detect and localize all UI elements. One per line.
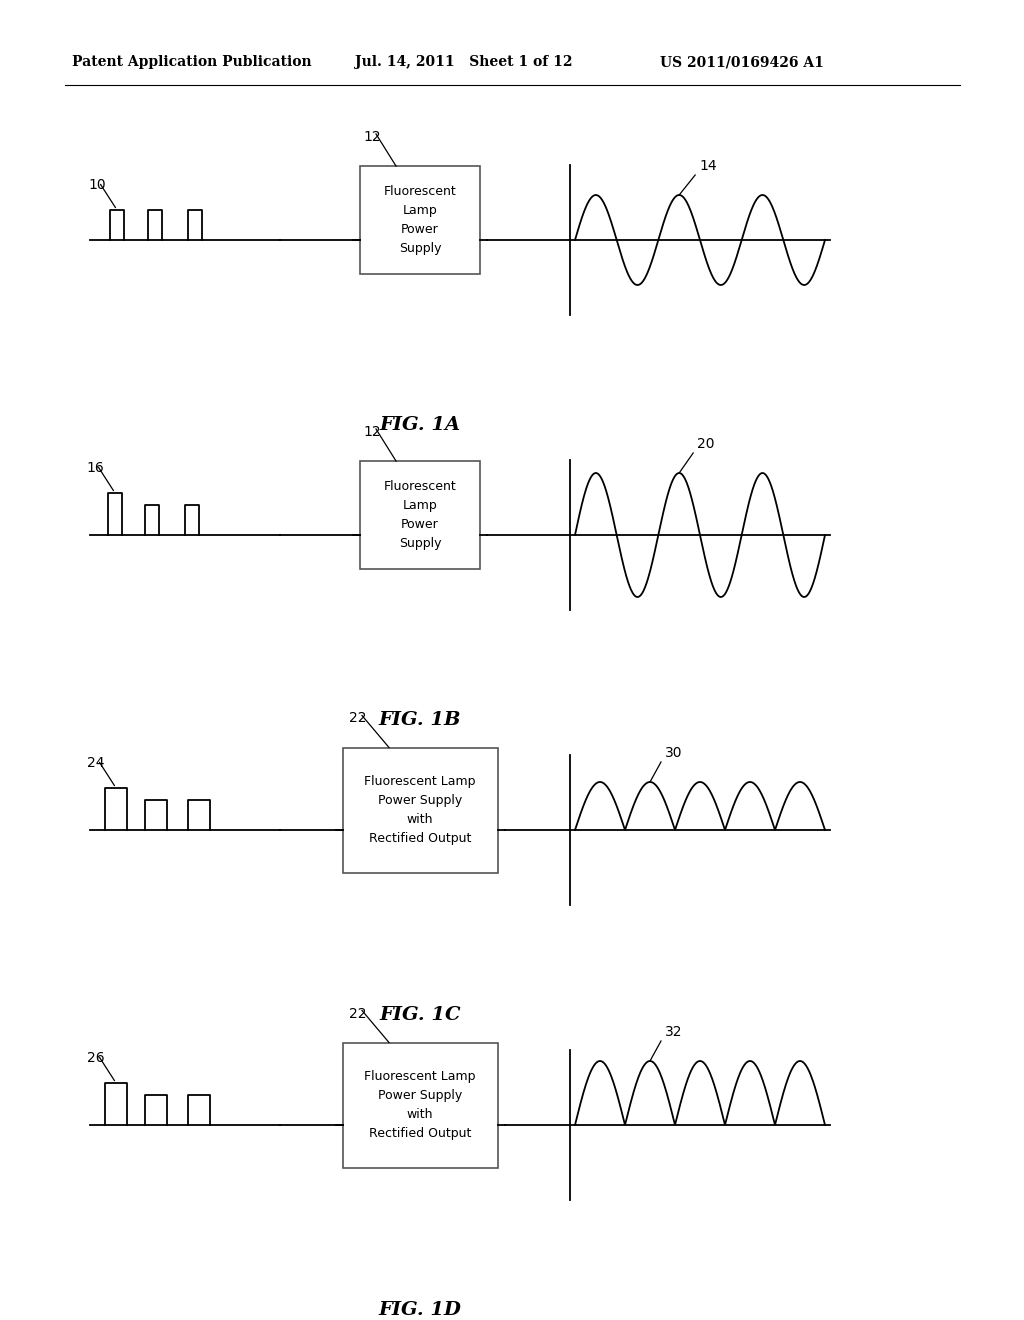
Text: 20: 20 (697, 437, 715, 451)
Text: 22: 22 (349, 711, 367, 726)
Text: US 2011/0169426 A1: US 2011/0169426 A1 (660, 55, 824, 69)
Text: Fluorescent
Lamp
Power
Supply: Fluorescent Lamp Power Supply (384, 480, 457, 550)
Text: 12: 12 (364, 425, 381, 440)
Text: FIG. 1A: FIG. 1A (380, 416, 461, 434)
Bar (360, 461, 480, 569)
Text: Jul. 14, 2011   Sheet 1 of 12: Jul. 14, 2011 Sheet 1 of 12 (355, 55, 572, 69)
Text: Fluorescent Lamp
Power Supply
with
Rectified Output: Fluorescent Lamp Power Supply with Recti… (365, 775, 476, 845)
Text: 30: 30 (665, 746, 683, 760)
Bar (360, 166, 480, 275)
Bar (342, 747, 498, 873)
Text: 10: 10 (88, 178, 105, 191)
Text: FIG. 1B: FIG. 1B (379, 711, 461, 729)
Text: 24: 24 (87, 756, 104, 770)
Text: Fluorescent
Lamp
Power
Supply: Fluorescent Lamp Power Supply (384, 185, 457, 255)
Text: 26: 26 (87, 1051, 104, 1065)
Text: Fluorescent Lamp
Power Supply
with
Rectified Output: Fluorescent Lamp Power Supply with Recti… (365, 1071, 476, 1140)
Text: FIG. 1C: FIG. 1C (379, 1006, 461, 1024)
Bar (342, 1043, 498, 1167)
Text: 16: 16 (86, 461, 103, 475)
Text: 22: 22 (349, 1006, 367, 1020)
Text: Patent Application Publication: Patent Application Publication (72, 55, 311, 69)
Text: 32: 32 (665, 1026, 683, 1039)
Text: FIG. 1D: FIG. 1D (379, 1302, 462, 1319)
Text: 12: 12 (364, 129, 381, 144)
Text: 14: 14 (699, 158, 717, 173)
